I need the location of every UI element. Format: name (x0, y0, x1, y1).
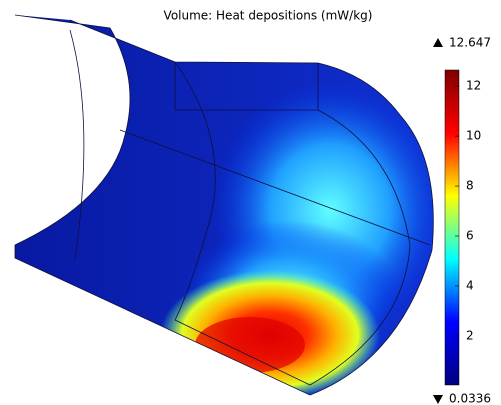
tick-label: 2 (466, 328, 474, 342)
tick-label: 12 (466, 79, 481, 93)
colorbar (444, 69, 460, 386)
tick-label: 10 (466, 129, 481, 143)
max-label: 12.647 (449, 36, 491, 50)
min-marker (433, 395, 443, 404)
tick-label: 6 (466, 228, 474, 242)
tick-label: 8 (466, 179, 474, 193)
model (14, 14, 434, 396)
tick-label: 4 (466, 278, 474, 292)
chart-title: Volume: Heat depositions (mW/kg) (164, 9, 373, 23)
min-label: 0.0336 (449, 392, 491, 405)
max-marker (433, 38, 443, 47)
